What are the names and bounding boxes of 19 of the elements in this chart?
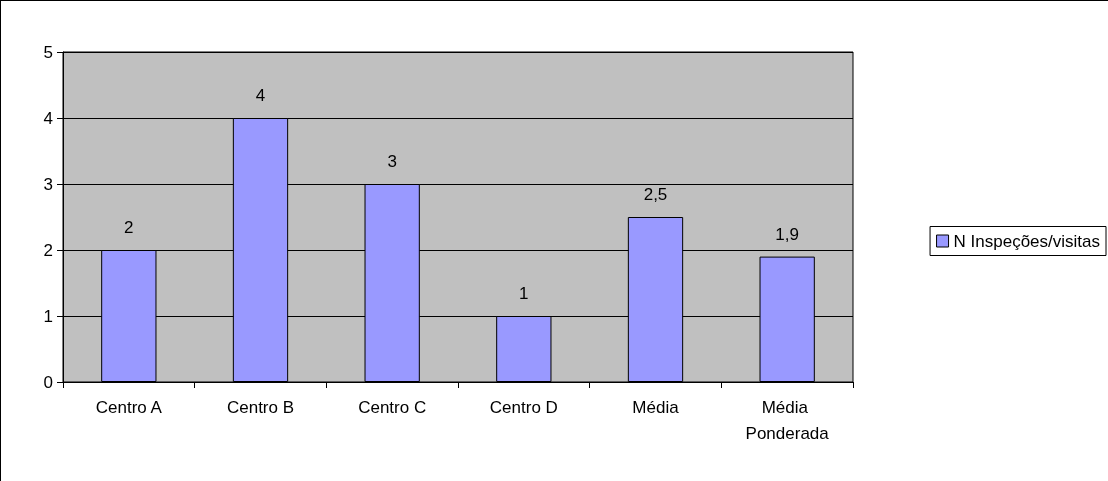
x-tick-label: Centro C [358, 397, 427, 417]
legend-label: N Inspeções/visitas [953, 231, 1100, 251]
y-tick-label: 5 [43, 42, 53, 62]
x-tick-label: Centro B [226, 397, 295, 417]
y-tick-label: 4 [43, 108, 53, 128]
y-tick-label: 0 [43, 372, 53, 392]
x-tick-label: Centro D [489, 397, 558, 417]
x-tick-label: Média [632, 397, 680, 417]
y-tick-label: 3 [43, 174, 53, 194]
data-label: 2 [124, 218, 134, 237]
y-tick-label: 2 [43, 240, 53, 260]
data-label: 4 [255, 86, 266, 105]
x-tick-label: Centro A [95, 397, 163, 417]
data-label: 1 [519, 284, 529, 303]
y-tick-label: 1 [43, 306, 53, 326]
data-label: 2,5 [643, 185, 668, 204]
data-label: 3 [387, 152, 397, 171]
data-label: 1,9 [775, 224, 799, 244]
x-tick-label: Média Ponderada [745, 397, 830, 443]
